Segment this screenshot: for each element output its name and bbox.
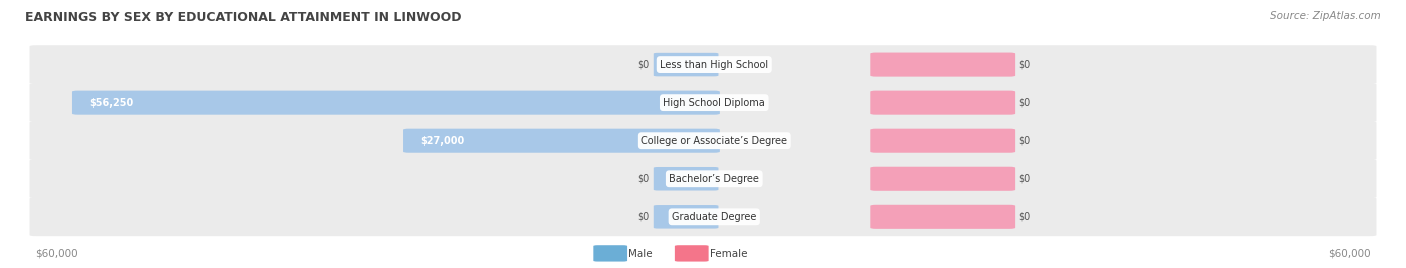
Text: Graduate Degree: Graduate Degree (672, 212, 756, 222)
FancyBboxPatch shape (30, 121, 1376, 160)
Text: High School Diploma: High School Diploma (664, 98, 765, 108)
FancyBboxPatch shape (30, 159, 1376, 198)
FancyBboxPatch shape (870, 91, 1015, 115)
Text: Source: ZipAtlas.com: Source: ZipAtlas.com (1270, 11, 1381, 21)
Text: Female: Female (710, 248, 748, 259)
Text: $0: $0 (1018, 136, 1031, 146)
FancyBboxPatch shape (870, 129, 1015, 153)
FancyBboxPatch shape (404, 129, 720, 153)
Text: $56,250: $56,250 (89, 98, 134, 108)
Text: Less than High School: Less than High School (661, 59, 768, 70)
FancyBboxPatch shape (30, 83, 1376, 122)
Text: $0: $0 (637, 174, 650, 184)
Text: Male: Male (628, 248, 654, 259)
FancyBboxPatch shape (870, 167, 1015, 191)
Text: $60,000: $60,000 (35, 248, 77, 259)
Text: $0: $0 (1018, 174, 1031, 184)
Text: $60,000: $60,000 (1329, 248, 1371, 259)
FancyBboxPatch shape (593, 245, 627, 262)
FancyBboxPatch shape (72, 91, 720, 115)
Text: College or Associate’s Degree: College or Associate’s Degree (641, 136, 787, 146)
FancyBboxPatch shape (870, 205, 1015, 229)
FancyBboxPatch shape (30, 45, 1376, 84)
Text: Bachelor’s Degree: Bachelor’s Degree (669, 174, 759, 184)
FancyBboxPatch shape (30, 198, 1376, 236)
Text: $0: $0 (1018, 98, 1031, 108)
FancyBboxPatch shape (654, 205, 718, 229)
FancyBboxPatch shape (675, 245, 709, 262)
Text: $0: $0 (637, 212, 650, 222)
FancyBboxPatch shape (654, 53, 718, 76)
FancyBboxPatch shape (654, 167, 718, 191)
Text: EARNINGS BY SEX BY EDUCATIONAL ATTAINMENT IN LINWOOD: EARNINGS BY SEX BY EDUCATIONAL ATTAINMEN… (25, 11, 461, 24)
Text: $0: $0 (1018, 59, 1031, 70)
Text: $0: $0 (1018, 212, 1031, 222)
Text: $0: $0 (637, 59, 650, 70)
FancyBboxPatch shape (870, 53, 1015, 77)
Text: $27,000: $27,000 (420, 136, 464, 146)
